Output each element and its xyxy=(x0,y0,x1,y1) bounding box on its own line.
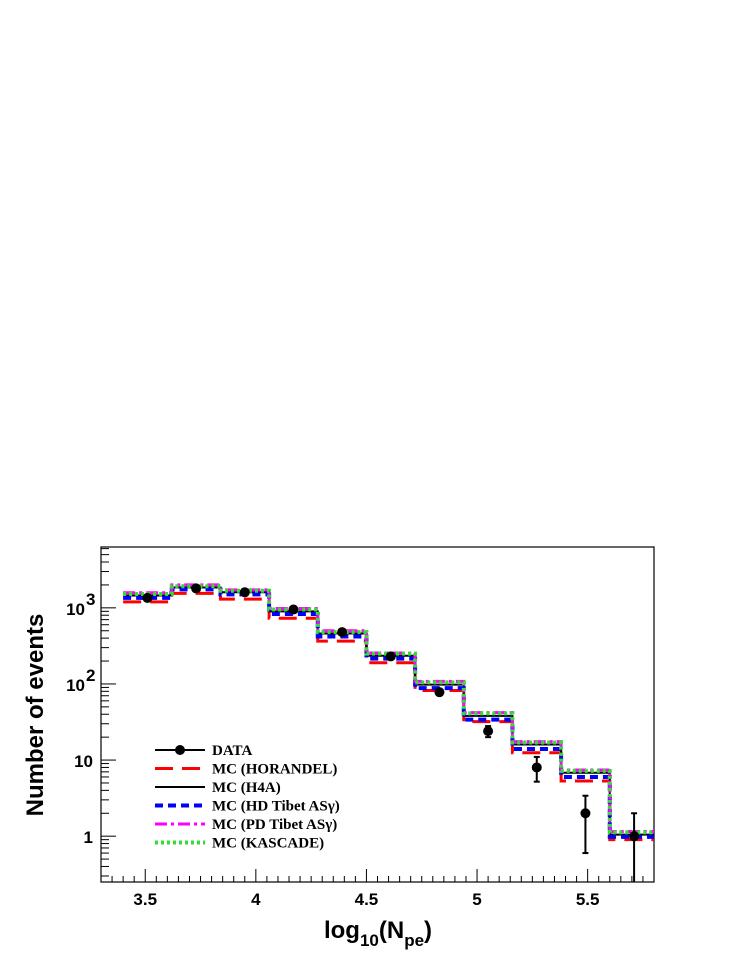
x-tick-label: 4 xyxy=(251,890,261,909)
y-tick-label: 10 xyxy=(74,752,93,771)
data-point xyxy=(385,651,396,662)
legend-label: MC (HD Tibet ASγ) xyxy=(212,799,340,815)
mc-histograms xyxy=(123,583,654,842)
data-point xyxy=(531,762,542,773)
y-axis-title: Number of events xyxy=(22,614,49,817)
legend-label: MC (HORANDEL) xyxy=(212,762,337,778)
x-tick-label: 5 xyxy=(472,890,481,909)
mc-series-line xyxy=(123,586,654,836)
y-tick-label: 10 xyxy=(66,676,85,695)
x-axis-title-sub1: 10 xyxy=(360,931,379,950)
legend: DATA MC (HORANDEL) MC (H4A) MC (HD Tibet AS… xyxy=(155,743,340,852)
y-tick-label: 10 xyxy=(66,600,85,619)
y-tick-exponent: 3 xyxy=(86,590,95,609)
x-axis-title: log10(Npe) xyxy=(324,917,432,950)
x-tick-label: 3.5 xyxy=(133,890,157,909)
mc-series-line xyxy=(123,591,654,842)
data-point xyxy=(629,831,640,842)
mc-series-line xyxy=(123,584,654,835)
legend-label: MC (KASCADE) xyxy=(212,836,324,852)
data-point xyxy=(434,687,445,698)
x-axis-title-sub2: pe xyxy=(404,931,424,950)
mc-series-line xyxy=(123,587,654,839)
data-point xyxy=(288,604,299,615)
legend-label: MC (H4A) xyxy=(212,780,281,796)
y-tick-label: 1 xyxy=(84,828,93,847)
data-point xyxy=(483,726,494,737)
y-tick-exponent: 2 xyxy=(86,666,95,685)
axis-ticks xyxy=(100,548,655,882)
x-axis-title-mid: (N xyxy=(379,917,404,944)
x-axis-title-main: log xyxy=(324,917,360,944)
data-point xyxy=(239,587,250,598)
x-tick-label: 4.5 xyxy=(355,890,379,909)
legend-label: DATA xyxy=(212,743,252,759)
data-points xyxy=(142,583,640,882)
data-point xyxy=(337,627,348,638)
mc-series-line xyxy=(123,583,654,834)
x-tick-label: 5.5 xyxy=(576,890,600,909)
data-point xyxy=(142,592,153,603)
plot-frame xyxy=(100,546,655,883)
legend-label: MC (PD Tibet ASγ) xyxy=(212,817,337,833)
data-point xyxy=(580,808,591,819)
legend-data-marker xyxy=(175,745,185,755)
x-axis-title-end: ) xyxy=(424,917,432,944)
data-point xyxy=(191,583,202,594)
